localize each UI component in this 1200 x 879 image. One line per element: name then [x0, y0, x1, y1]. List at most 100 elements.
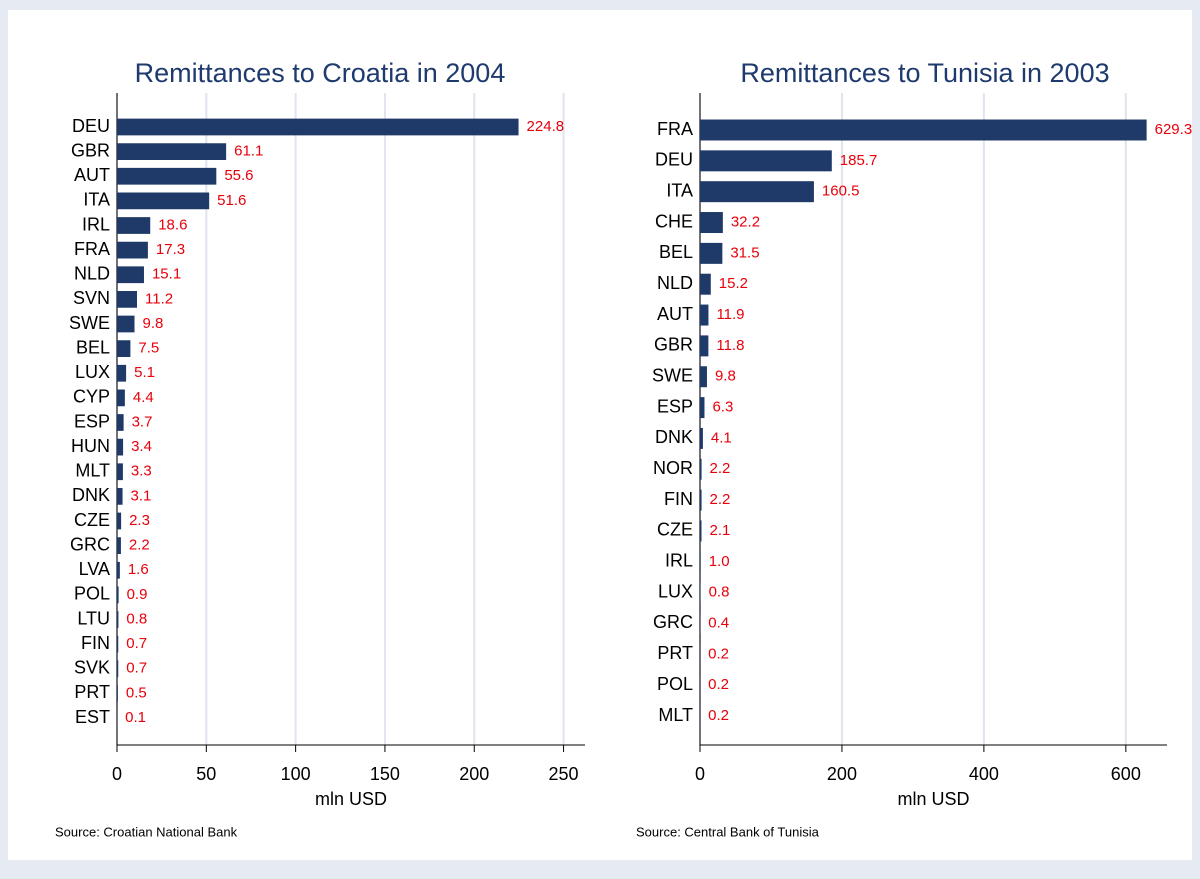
- x-tick-label: 100: [281, 764, 311, 784]
- value-label: 3.1: [131, 487, 152, 504]
- value-label: 160.5: [822, 183, 860, 200]
- bar: [700, 520, 702, 542]
- source-note: Source: Central Bank of Tunisia: [636, 824, 820, 839]
- value-label: 0.2: [708, 645, 729, 662]
- bar: [117, 192, 210, 210]
- value-label: 31.5: [730, 244, 759, 261]
- value-label: 0.4: [708, 614, 729, 631]
- value-label: 2.1: [709, 522, 730, 539]
- value-label: 185.7: [840, 152, 878, 169]
- value-label: 0.2: [708, 676, 729, 693]
- bar: [117, 586, 119, 604]
- y-tick-label: PRT: [74, 682, 110, 702]
- bar: [700, 582, 701, 604]
- y-tick-label: LUX: [658, 581, 693, 601]
- y-tick-label: ESP: [74, 411, 110, 431]
- bar: [117, 364, 127, 382]
- x-tick-label: 250: [549, 764, 579, 784]
- x-tick-label: 200: [827, 764, 857, 784]
- bar: [700, 366, 707, 388]
- y-tick-label: POL: [657, 674, 693, 694]
- value-label: 11.2: [145, 290, 173, 307]
- value-label: 5.1: [134, 364, 155, 381]
- y-tick-label: GRC: [653, 612, 693, 632]
- bar: [117, 389, 125, 407]
- value-label: 3.3: [131, 463, 152, 480]
- value-label: 32.2: [731, 213, 760, 230]
- y-tick-label: LVA: [79, 559, 110, 579]
- bar: [117, 611, 119, 628]
- y-tick-label: SWE: [69, 313, 110, 333]
- value-label: 7.5: [138, 340, 159, 357]
- value-label: 0.1: [125, 709, 146, 726]
- y-tick-label: PRT: [657, 643, 693, 663]
- bar: [700, 150, 832, 172]
- y-tick-label: ITA: [83, 190, 110, 210]
- x-tick-label: 150: [370, 764, 400, 784]
- value-label: 2.2: [710, 491, 731, 508]
- bar: [700, 427, 703, 449]
- y-tick-label: ESP: [657, 396, 693, 416]
- bar: [700, 458, 702, 480]
- source-note: Source: Croatian National Bank: [55, 824, 238, 839]
- y-tick-label: SVN: [73, 288, 110, 308]
- bar: [117, 291, 138, 308]
- value-label: 11.9: [716, 306, 744, 323]
- value-label: 4.4: [133, 389, 154, 406]
- chart-title: Remittances to Tunisia in 2003: [740, 58, 1109, 88]
- x-tick-label: 600: [1111, 764, 1141, 784]
- y-tick-label: AUT: [657, 304, 693, 324]
- x-axis-label: mln USD: [897, 789, 969, 809]
- bar: [700, 551, 701, 573]
- x-tick-label: 50: [196, 764, 216, 784]
- y-tick-label: SVK: [74, 658, 110, 678]
- x-tick-label: 200: [459, 764, 489, 784]
- y-tick-label: ITA: [666, 180, 693, 200]
- value-label: 224.8: [527, 118, 565, 135]
- value-label: 15.2: [719, 275, 748, 292]
- bar: [117, 241, 148, 259]
- value-label: 0.5: [126, 684, 147, 701]
- y-tick-label: CZE: [657, 520, 693, 540]
- y-tick-label: DNK: [655, 427, 693, 447]
- bar: [117, 414, 124, 431]
- y-tick-label: NLD: [74, 264, 110, 284]
- bar: [117, 463, 123, 481]
- y-tick-label: AUT: [74, 165, 110, 185]
- value-label: 6.3: [712, 399, 733, 416]
- y-tick-label: DNK: [72, 485, 110, 505]
- value-label: 0.8: [126, 610, 147, 627]
- y-tick-label: MLT: [75, 461, 110, 481]
- y-tick-label: CHE: [655, 211, 693, 231]
- bar: [117, 315, 135, 333]
- value-label: 1.6: [128, 561, 149, 578]
- x-tick-label: 0: [695, 764, 705, 784]
- bar: [117, 266, 144, 284]
- y-tick-label: NOR: [653, 458, 693, 478]
- value-label: 11.8: [716, 337, 744, 354]
- value-label: 0.7: [126, 635, 147, 652]
- value-label: 9.8: [143, 315, 164, 332]
- chart-title: Remittances to Croatia in 2004: [135, 58, 506, 88]
- bar: [117, 167, 217, 185]
- value-label: 0.8: [709, 584, 730, 601]
- y-tick-label: FIN: [664, 489, 693, 509]
- value-label: 18.6: [158, 216, 187, 233]
- bar: [700, 304, 709, 326]
- y-tick-label: DEU: [72, 116, 110, 136]
- bar: [117, 635, 119, 653]
- bar: [117, 512, 122, 530]
- y-tick-label: SWE: [652, 365, 693, 385]
- value-label: 0.7: [126, 660, 147, 677]
- y-tick-label: LTU: [77, 608, 110, 628]
- bar: [117, 537, 121, 554]
- bar: [117, 438, 124, 456]
- y-tick-label: GBR: [71, 140, 110, 160]
- bar: [700, 489, 702, 511]
- value-label: 17.3: [156, 241, 185, 258]
- y-tick-label: GBR: [654, 335, 693, 355]
- y-tick-label: FRA: [657, 119, 693, 139]
- y-tick-label: GRC: [70, 534, 110, 554]
- bar: [700, 397, 705, 419]
